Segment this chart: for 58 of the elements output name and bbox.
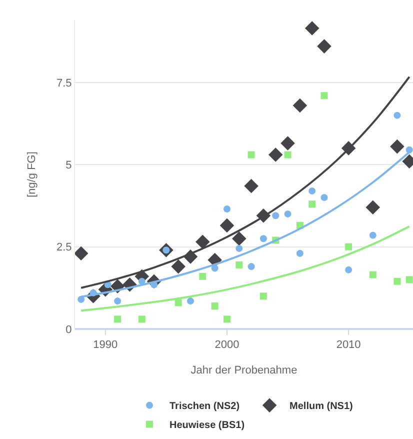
point — [320, 92, 328, 100]
point — [223, 206, 230, 213]
point — [390, 139, 404, 154]
x-tick-label: 1990 — [93, 339, 118, 352]
x-tick-label: 2010 — [336, 339, 361, 352]
point — [280, 136, 295, 150]
point — [345, 266, 352, 274]
point — [199, 272, 206, 280]
point — [394, 112, 401, 119]
point — [75, 246, 88, 261]
point — [138, 316, 146, 323]
point — [211, 302, 218, 310]
point — [369, 232, 376, 239]
point — [220, 218, 234, 233]
legend-label: Trischen (NS2) — [170, 401, 240, 412]
x-axis-title: Jahr der Probenahme — [190, 364, 298, 376]
point — [308, 200, 316, 208]
point — [114, 316, 122, 323]
point — [366, 200, 380, 215]
point — [211, 264, 218, 272]
line-series — [80, 225, 410, 312]
point — [174, 299, 182, 306]
point — [272, 212, 280, 220]
point — [114, 298, 122, 305]
point — [292, 98, 308, 113]
point — [223, 316, 230, 323]
y-tick-label: 2.5 — [56, 242, 72, 254]
point — [248, 263, 255, 270]
point — [284, 151, 292, 158]
point — [171, 259, 186, 274]
point — [308, 187, 316, 194]
point — [232, 231, 246, 246]
point — [260, 292, 267, 300]
point — [394, 278, 401, 285]
point — [248, 151, 255, 158]
point — [406, 276, 413, 284]
point — [345, 243, 352, 250]
y-axis-title: [ng/g FG] — [26, 152, 38, 198]
point — [236, 261, 243, 268]
point — [78, 296, 85, 303]
point — [317, 39, 332, 54]
point — [304, 21, 320, 36]
legend-label: Heuwiese (BS1) — [170, 420, 245, 432]
point — [260, 235, 267, 242]
x-tick-label: 2000 — [214, 339, 240, 352]
point — [236, 244, 243, 252]
y-tick-label: 7.5 — [56, 77, 72, 90]
y-tick-label: 0 — [66, 324, 72, 336]
point — [296, 250, 304, 257]
y-tick-label: 5 — [66, 159, 72, 172]
point — [369, 271, 376, 278]
point — [284, 210, 292, 218]
point — [268, 148, 283, 162]
point — [320, 194, 328, 202]
point — [244, 178, 258, 194]
point — [196, 234, 210, 250]
legend-label: Mellum (NS1) — [290, 401, 353, 412]
point — [187, 298, 194, 305]
